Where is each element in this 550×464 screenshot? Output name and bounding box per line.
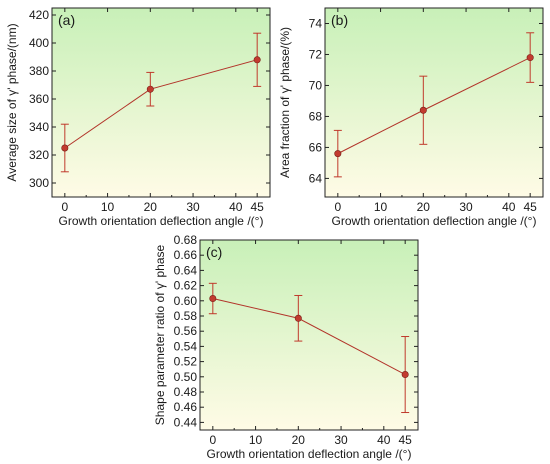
y-tick-label-c: 0.52 — [174, 355, 198, 369]
y-tick-label-a: 400 — [29, 36, 49, 50]
y-tick-label-a: 380 — [29, 64, 49, 78]
x-tick-label-b: 40 — [502, 200, 516, 214]
y-axis-label-a: Average size of γ' phase/(nm) — [5, 23, 19, 181]
panel-label-a: (a) — [58, 12, 75, 28]
y-tick-label-c: 0.64 — [174, 263, 198, 277]
panel-a: (a) Growth orientation deflection angle … — [5, 7, 271, 228]
y-tick-label-a: 340 — [29, 120, 49, 134]
data-point-c — [401, 371, 409, 379]
x-axis-label-b: Growth orientation deflection angle /(°) — [332, 214, 537, 228]
y-tick-label-c: 0.54 — [174, 339, 198, 353]
y-tick-label-a: 420 — [29, 8, 49, 22]
plot-area-a — [51, 7, 271, 198]
x-tick-label-a: 0 — [61, 200, 68, 214]
x-tick-label-b: 20 — [417, 200, 431, 214]
y-tick-label-b: 64 — [309, 171, 323, 185]
x-tick-label-c: 30 — [334, 433, 348, 447]
x-axis-label-c: Growth orientation deflection angle /(°) — [207, 447, 412, 461]
x-tick-label-c: 0 — [209, 433, 216, 447]
data-point-c — [209, 295, 217, 303]
panel-label-c: (c) — [206, 244, 222, 260]
panel-label-b: (b) — [331, 12, 348, 28]
x-tick-label-a: 45 — [250, 200, 264, 214]
data-point-c — [294, 314, 302, 322]
plot-area-c — [199, 239, 419, 431]
x-tick-label-c: 45 — [398, 433, 412, 447]
data-point-a — [61, 144, 69, 152]
y-tick-label-c: 0.62 — [174, 279, 198, 293]
y-tick-label-a: 300 — [29, 176, 49, 190]
plot-area-b — [324, 7, 544, 198]
x-tick-label-c: 40 — [377, 433, 391, 447]
x-tick-label-c: 20 — [292, 433, 306, 447]
y-tick-label-b: 74 — [309, 16, 323, 30]
x-tick-label-a: 30 — [186, 200, 200, 214]
data-point-a — [253, 56, 261, 64]
y-tick-label-c: 0.68 — [174, 233, 198, 247]
y-tick-label-c: 0.58 — [174, 309, 198, 323]
x-tick-label-a: 10 — [101, 200, 115, 214]
y-tick-label-a: 360 — [29, 92, 49, 106]
x-tick-label-b: 0 — [334, 200, 341, 214]
y-tick-label-b: 68 — [309, 109, 323, 123]
y-tick-label-c: 0.50 — [174, 370, 198, 384]
x-axis-label-a: Growth orientation deflection angle /(°) — [59, 214, 264, 228]
panel-b: (b) Growth orientation deflection angle … — [278, 7, 544, 228]
y-tick-label-b: 72 — [309, 47, 323, 61]
y-tick-label-c: 0.66 — [174, 248, 198, 262]
data-point-a — [146, 85, 154, 93]
y-tick-label-a: 320 — [29, 148, 49, 162]
x-tick-label-b: 30 — [459, 200, 473, 214]
data-point-b — [419, 106, 427, 114]
panel-c: (c) Growth orientation deflection angle … — [153, 233, 419, 461]
x-tick-label-a: 20 — [144, 200, 158, 214]
data-point-b — [334, 150, 342, 158]
y-tick-label-b: 70 — [309, 78, 323, 92]
x-tick-label-c: 10 — [249, 433, 263, 447]
y-tick-label-c: 0.48 — [174, 385, 198, 399]
x-tick-label-a: 40 — [229, 200, 243, 214]
y-tick-label-c: 0.44 — [174, 415, 198, 429]
y-axis-label-b: Area fraction of γ' phase/(%) — [278, 27, 292, 178]
y-tick-label-b: 66 — [309, 140, 323, 154]
y-axis-label-c: Shape parameter ratio of γ' phase — [153, 244, 167, 425]
x-tick-label-b: 45 — [523, 200, 537, 214]
y-tick-label-c: 0.60 — [174, 294, 198, 308]
data-point-b — [526, 54, 534, 62]
y-tick-label-c: 0.56 — [174, 324, 198, 338]
y-tick-label-c: 0.46 — [174, 400, 198, 414]
x-tick-label-b: 10 — [374, 200, 388, 214]
